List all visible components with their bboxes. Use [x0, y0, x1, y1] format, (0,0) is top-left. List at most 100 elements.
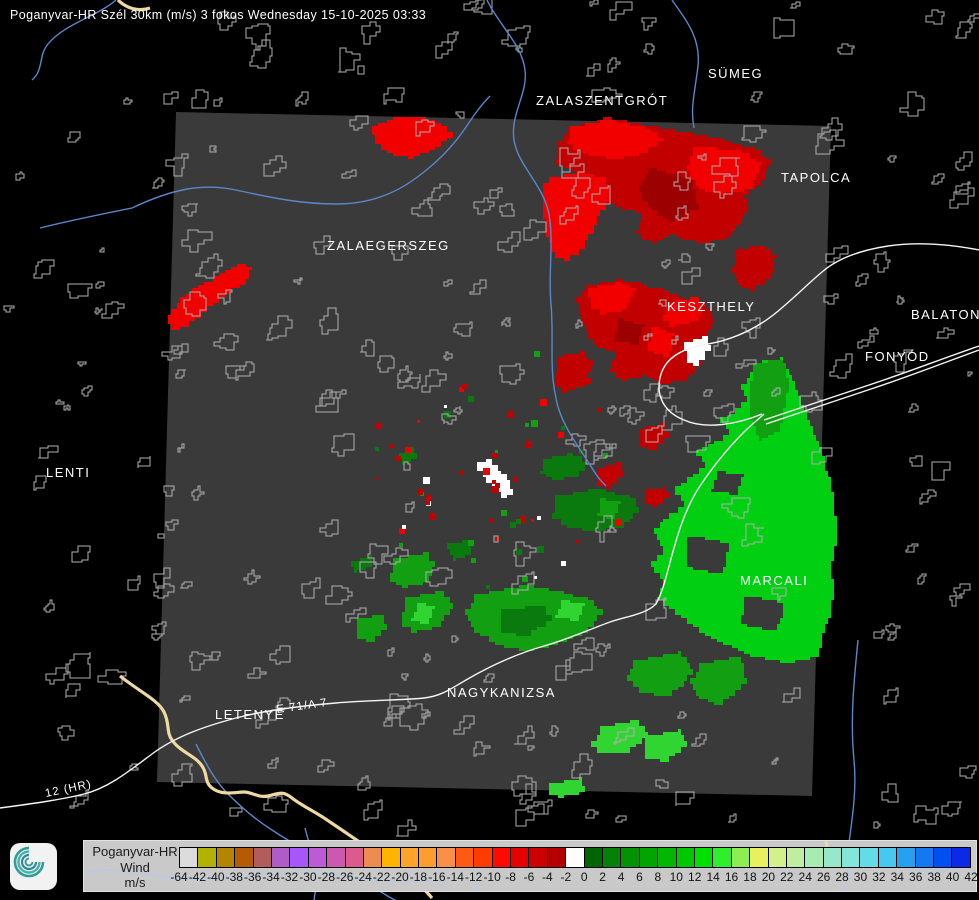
settlement-outline [811, 447, 833, 465]
radar-echo-speck [531, 519, 534, 522]
color-scale-cell-9 [344, 847, 364, 868]
settlement-outline [195, 253, 223, 279]
settlement-outline [511, 571, 535, 595]
settlement-outline [819, 117, 843, 141]
settlement-outline [931, 461, 951, 481]
settlement-outline [263, 155, 287, 177]
radar-echo [597, 498, 621, 519]
settlement-outline [829, 353, 853, 379]
settlement-outline [345, 607, 367, 623]
radar-echo-speck [417, 420, 420, 423]
color-scale-cell-0 [179, 847, 199, 868]
radar-echo-speck [525, 423, 529, 427]
settlement-outline [799, 391, 823, 413]
river [671, 0, 700, 129]
settlement-outline [361, 21, 381, 45]
settlement-outline [589, 0, 599, 7]
color-scale-tick: -24 [354, 870, 372, 884]
color-scale-cell-42 [951, 847, 971, 868]
settlement-outline [453, 321, 473, 337]
settlement-outline [165, 519, 179, 531]
settlement-outline [883, 687, 899, 705]
color-scale-tick: -18 [409, 870, 428, 884]
radar-echo [555, 600, 585, 621]
color-scale-tick: 42 [964, 870, 978, 884]
radar-echo-speck [513, 477, 518, 482]
settlement-outline [315, 391, 339, 413]
settlement-outline [678, 253, 691, 263]
settlement-outline [401, 673, 409, 681]
radar-echo [645, 486, 669, 507]
settlement-outline [823, 293, 839, 305]
settlement-outline [773, 17, 795, 39]
color-scale-cell-7 [307, 847, 328, 868]
settlement-outline [575, 319, 583, 329]
settlement-outline [163, 91, 179, 105]
settlement-outline [909, 455, 923, 467]
settlement-outline [607, 57, 621, 73]
settlement-outline [209, 651, 221, 661]
settlement-outline [179, 695, 191, 703]
settlement-outline [955, 151, 973, 171]
settlement-outline [565, 433, 587, 447]
radar-echo-speck [540, 399, 547, 406]
color-scale-tick: -10 [483, 870, 501, 884]
color-scale-cell-3 [234, 847, 254, 868]
color-scale-tick: -16 [428, 870, 446, 884]
settlement-outline [427, 183, 451, 201]
settlement-outline [263, 795, 289, 813]
settlement-outline [397, 374, 421, 389]
color-scale-tick: 8 [654, 870, 662, 884]
radar-echo-speck [495, 537, 499, 541]
settlement-outline [489, 187, 503, 199]
settlement-outline [397, 365, 413, 383]
settlement-outline [917, 573, 927, 585]
settlement-outline [377, 355, 395, 373]
settlement-outline [609, 1, 633, 21]
settlement-outline [681, 267, 701, 285]
settlement-outline [225, 365, 245, 379]
settlement-outline [101, 301, 125, 319]
radar-echo-speck [492, 453, 497, 458]
radar-echo-speck [501, 510, 507, 516]
settlement-outline [55, 399, 65, 405]
radar-echo-speck [471, 558, 476, 563]
settlement-outline [949, 595, 963, 607]
settlement-outline [415, 119, 435, 137]
settlement-outline [527, 745, 535, 751]
city-label-lenti: LENTI [46, 465, 90, 480]
radar-echo-speck [534, 351, 540, 357]
settlement-outline [615, 815, 627, 823]
settlement-outline [565, 651, 593, 675]
color-scale-cell-12 [399, 847, 420, 868]
radar-echo [732, 246, 777, 291]
city-label-sumeg: SÜMEG [708, 66, 763, 81]
settlement-outline [161, 343, 189, 361]
color-scale-cell-15 [454, 847, 475, 868]
city-label-zalaszentgrot: ZALASZENTGRÓT [536, 93, 668, 108]
settlement-outline [873, 251, 891, 273]
radar-echo-speck [459, 471, 463, 475]
settlement-outline [967, 13, 979, 23]
settlement-outline [885, 623, 901, 633]
settlement-outline [905, 543, 919, 553]
color-scale-tick: -64 [170, 870, 188, 884]
settlement-outline [453, 715, 475, 735]
settlement-outline [63, 404, 71, 411]
road [763, 345, 979, 421]
settlement-outline [180, 581, 193, 589]
radar-echo-speck [486, 585, 490, 589]
settlement-outline [561, 163, 585, 179]
settlement-outline [677, 711, 687, 719]
settlement-outline [338, 47, 361, 73]
settlement-outline [527, 799, 553, 815]
color-scale-tick: -8 [505, 870, 516, 884]
road [0, 413, 765, 809]
radar-echo-speck [492, 480, 496, 484]
radar-echo-speck [462, 384, 467, 389]
settlement-outline [423, 653, 431, 663]
settlement-outline [703, 389, 713, 397]
legend-unit: m/s [124, 875, 146, 890]
river [39, 95, 491, 229]
settlement-outline [165, 153, 189, 177]
